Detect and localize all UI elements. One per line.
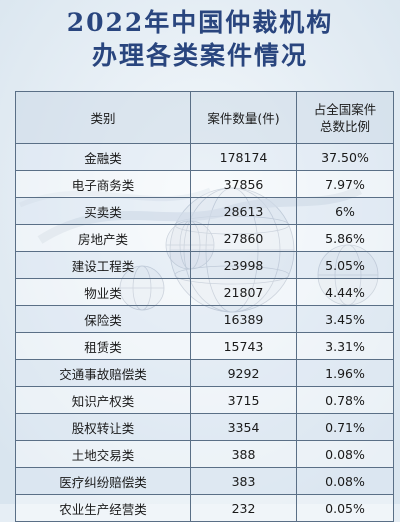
cell-count: 3715: [190, 386, 297, 414]
cell-category: 物业类: [15, 278, 191, 306]
cell-category: 买卖类: [15, 197, 191, 225]
cell-count: 15743: [190, 332, 297, 360]
cell-category: 医疗纠纷赔偿类: [15, 467, 191, 495]
table-row: 电子商务类 37856 7.97%: [15, 170, 394, 198]
header-count: 案件数量(件): [190, 91, 297, 144]
table-row: 房地产类 27860 5.86%: [15, 224, 394, 252]
table-row: 交通事故赔偿类 9292 1.96%: [15, 359, 394, 387]
cell-count: 27860: [190, 224, 297, 252]
table-row: 土地交易类 388 0.08%: [15, 440, 394, 468]
table-row: 农业生产经营类 232 0.05%: [15, 494, 394, 522]
table-row: 保险类 16389 3.45%: [15, 305, 394, 333]
cell-share: 6%: [296, 197, 394, 225]
cell-category: 建设工程类: [15, 251, 191, 279]
cell-count: 388: [190, 440, 297, 468]
table-body: 金融类 178174 37.50% 电子商务类 37856 7.97% 买卖类 28613 6%…: [15, 143, 394, 522]
cell-count: 16389: [190, 305, 297, 333]
table-row: 金融类 178174 37.50%: [15, 143, 394, 171]
cell-share: 0.71%: [296, 413, 394, 441]
table-row: 物业类 21807 4.44%: [15, 278, 394, 306]
cell-share: 0.08%: [296, 467, 394, 495]
cell-count: 9292: [190, 359, 297, 387]
cell-share: 3.45%: [296, 305, 394, 333]
cell-share: 3.31%: [296, 332, 394, 360]
cell-share: 7.97%: [296, 170, 394, 198]
cell-category: 农业生产经营类: [15, 494, 191, 522]
cell-count: 232: [190, 494, 297, 522]
table-row: 买卖类 28613 6%: [15, 197, 394, 225]
table-row: 知识产权类 3715 0.78%: [15, 386, 394, 414]
cell-category: 知识产权类: [15, 386, 191, 414]
cell-category: 股权转让类: [15, 413, 191, 441]
cell-count: 178174: [190, 143, 297, 171]
cell-count: 28613: [190, 197, 297, 225]
title-line-2: 办理各类案件情况: [91, 41, 308, 70]
cell-share: 5.86%: [296, 224, 394, 252]
page-title: 2022年中国仲裁机构 办理各类案件情况: [0, 6, 400, 72]
cell-category: 电子商务类: [15, 170, 191, 198]
cell-count: 37856: [190, 170, 297, 198]
cell-share: 0.05%: [296, 494, 394, 522]
table-row: 租赁类 15743 3.31%: [15, 332, 394, 360]
cell-category: 租赁类: [15, 332, 191, 360]
cell-share: 37.50%: [296, 143, 394, 171]
cell-count: 3354: [190, 413, 297, 441]
cell-count: 383: [190, 467, 297, 495]
table-row: 建设工程类 23998 5.05%: [15, 251, 394, 279]
header-share: 占全国案件 总数比例: [296, 91, 394, 144]
cell-share: 1.96%: [296, 359, 394, 387]
title-line-1: 2022年中国仲裁机构: [66, 8, 334, 37]
table-header-row: 类别 案件数量(件) 占全国案件 总数比例: [15, 91, 394, 144]
table-row: 医疗纠纷赔偿类 383 0.08%: [15, 467, 394, 495]
header-share-line-1: 占全国案件: [313, 101, 377, 117]
cell-share: 5.05%: [296, 251, 394, 279]
cell-category: 土地交易类: [15, 440, 191, 468]
cell-share: 4.44%: [296, 278, 394, 306]
header-share-line-2: 总数比例: [319, 118, 370, 134]
cell-category: 房地产类: [15, 224, 191, 252]
cell-category: 交通事故赔偿类: [15, 359, 191, 387]
table-row: 股权转让类 3354 0.71%: [15, 413, 394, 441]
cell-category: 保险类: [15, 305, 191, 333]
header-category: 类别: [15, 91, 191, 144]
cell-share: 0.78%: [296, 386, 394, 414]
data-table: 类别 案件数量(件) 占全国案件 总数比例 金融类 178174 37.50% 电子商…: [15, 91, 394, 522]
cell-share: 0.08%: [296, 440, 394, 468]
cell-count: 23998: [190, 251, 297, 279]
cell-count: 21807: [190, 278, 297, 306]
cell-category: 金融类: [15, 143, 191, 171]
